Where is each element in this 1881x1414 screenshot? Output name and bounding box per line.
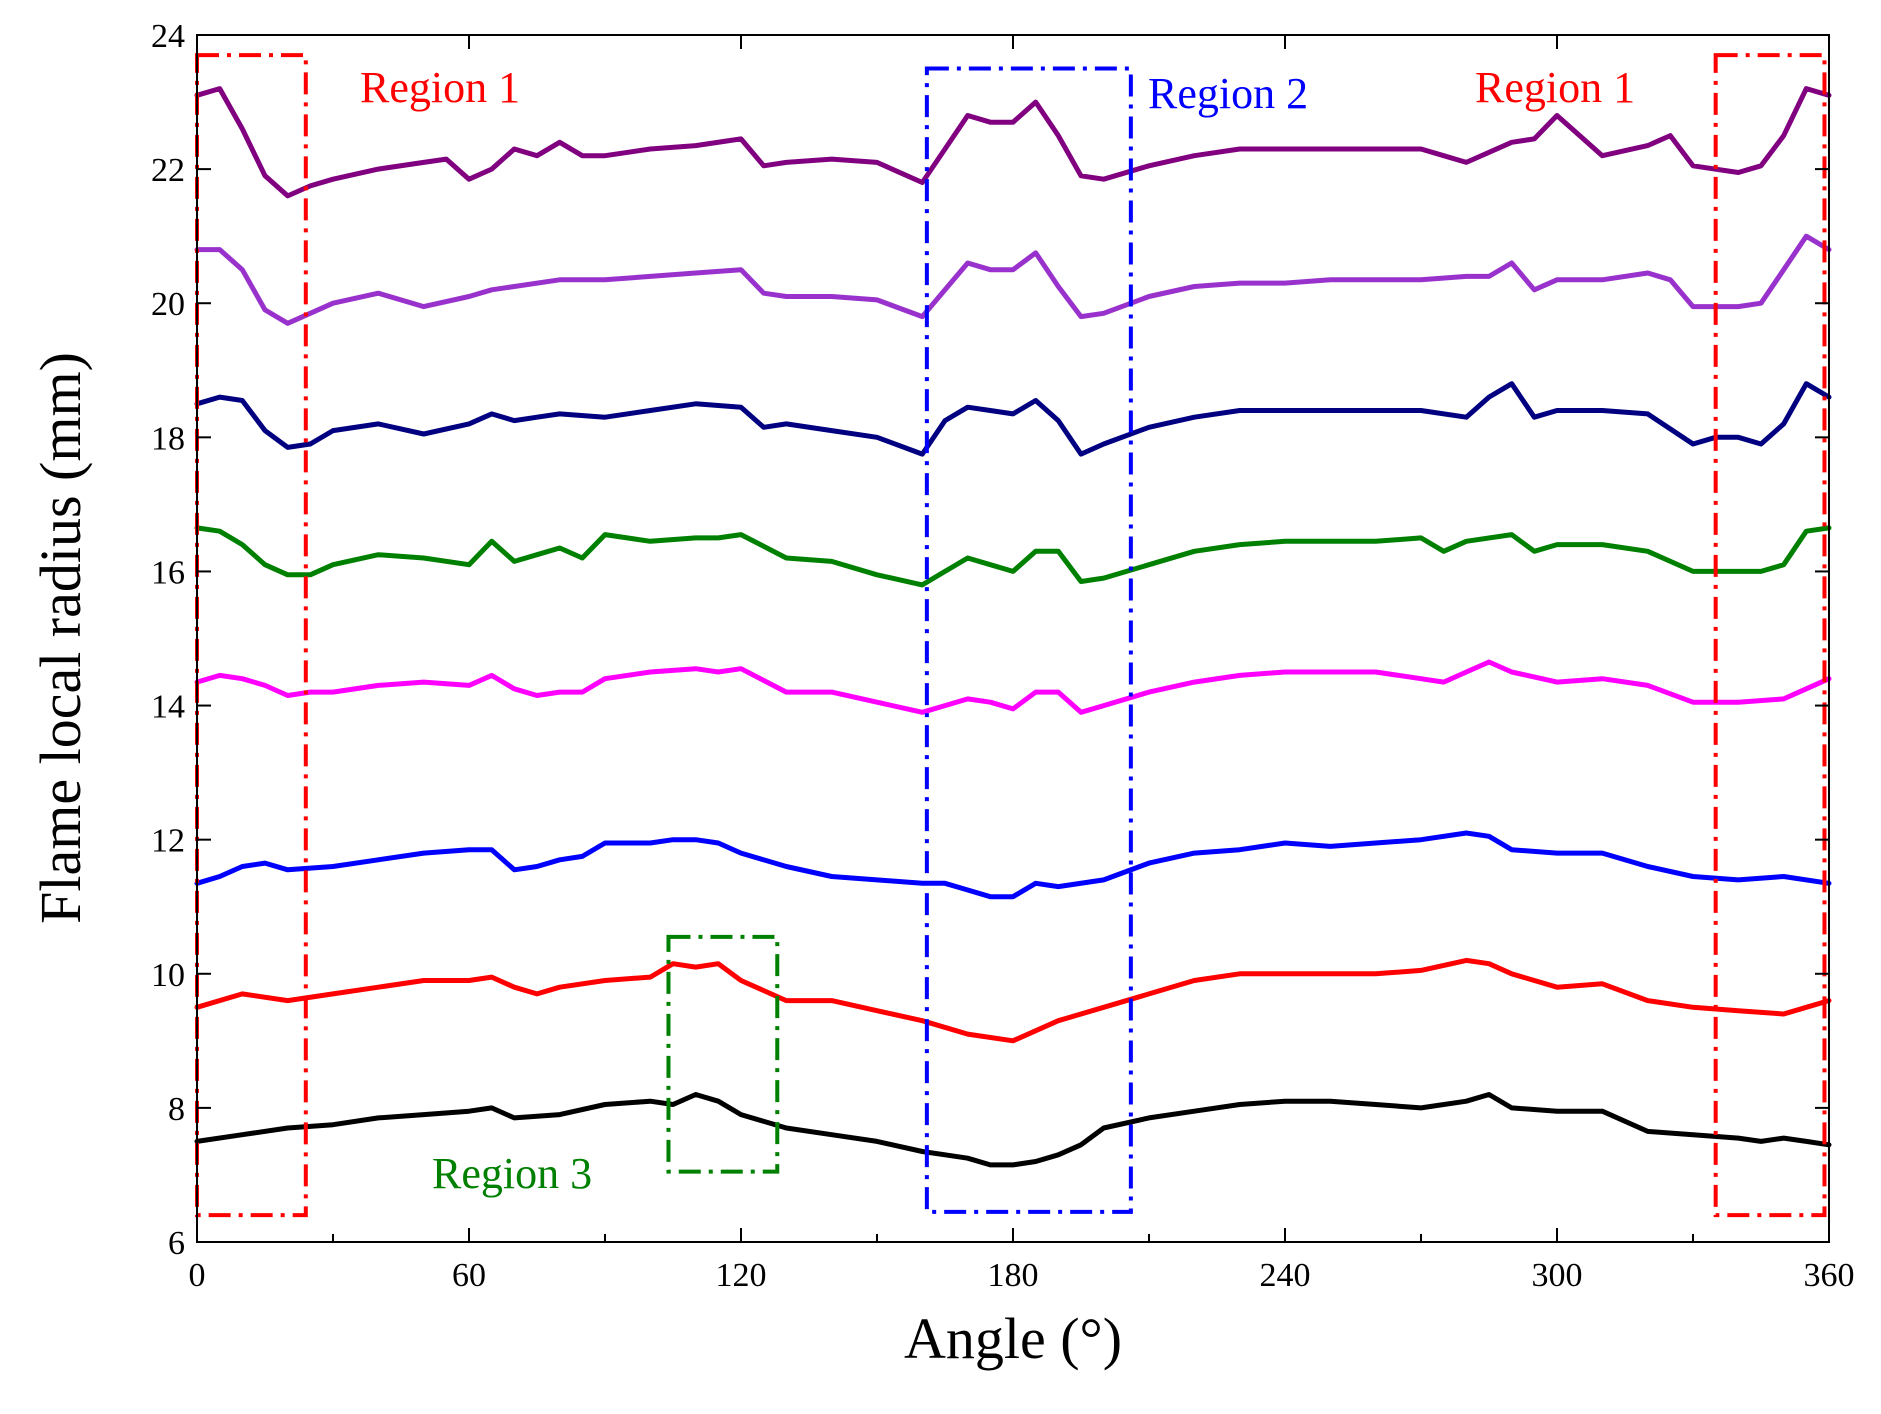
series-line-1 — [194, 1092, 1832, 1168]
region-label-4: Region 3 — [432, 1149, 592, 1198]
y-tick-label: 24 — [151, 18, 185, 55]
y-tick-label: 6 — [168, 1225, 185, 1262]
y-tick-label: 12 — [151, 823, 185, 860]
series-line-2 — [194, 957, 1832, 1044]
tick-layer: 0 60 120 180 240 300 360 6 8 10 12 14 16 18 20 22 24 — [151, 18, 1855, 1294]
x-tick-label: 360 — [1804, 1257, 1855, 1294]
series-line-7 — [194, 233, 1832, 326]
region-label-1: Region 1 — [360, 63, 520, 112]
region-label-2: Region 1 — [1475, 63, 1635, 112]
series-line-8 — [194, 86, 1832, 199]
region-box-2 — [1713, 53, 1827, 1218]
y-tick-label: 20 — [151, 286, 185, 323]
series-line-3 — [194, 830, 1832, 900]
x-tick-label: 240 — [1260, 1257, 1311, 1294]
region-label-3: Region 2 — [1148, 69, 1308, 118]
axis-layer — [196, 34, 1830, 1243]
x-axis-title: Angle (°) — [904, 1306, 1122, 1371]
x-tick-label: 180 — [988, 1257, 1039, 1294]
region-box-3 — [924, 66, 1133, 1214]
series-line-6 — [194, 381, 1832, 457]
region-layer: Region 1 Region 1 Region 2 Region 3 — [195, 53, 1827, 1218]
x-tick-label: 0 — [189, 1257, 206, 1294]
region-box-4 — [666, 934, 780, 1174]
region-box-1 — [195, 53, 308, 1218]
y-tick-label: 16 — [151, 554, 185, 591]
y-tick-label: 22 — [151, 152, 185, 189]
y-tick-label: 14 — [151, 689, 185, 726]
series-line-4 — [194, 659, 1832, 715]
y-tick-label: 18 — [151, 420, 185, 457]
series-line-5 — [194, 525, 1832, 588]
y-tick-label: 10 — [151, 957, 185, 994]
x-tick-label: 300 — [1532, 1257, 1583, 1294]
y-tick-label: 8 — [168, 1091, 185, 1128]
series-layer — [194, 86, 1832, 1168]
x-tick-label: 120 — [716, 1257, 767, 1294]
plot-frame — [196, 34, 1830, 1243]
x-tick-label: 60 — [452, 1257, 486, 1294]
y-axis-title: Flame local radius (mm) — [28, 352, 93, 924]
